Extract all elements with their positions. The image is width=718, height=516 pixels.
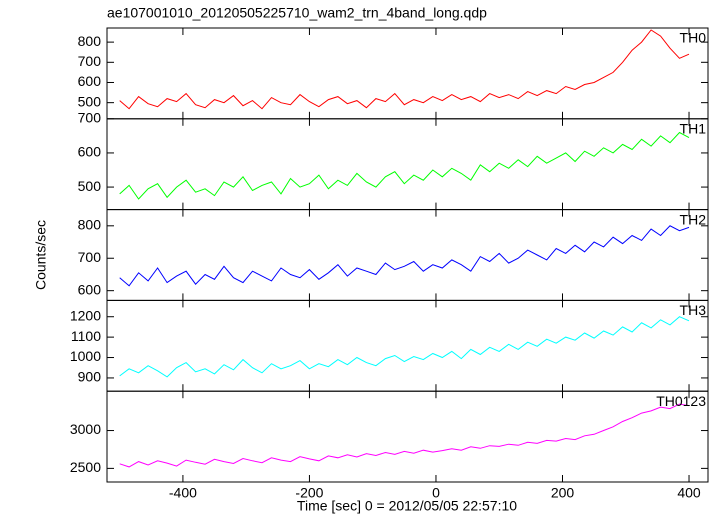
y-tick-label: 800 — [78, 33, 102, 49]
panel-frame — [106, 390, 709, 483]
light-curve — [119, 131, 690, 200]
x-tick-label: -400 — [169, 485, 197, 501]
light-curve — [119, 29, 690, 110]
x-tick-label: 200 — [551, 485, 575, 501]
light-curve — [119, 403, 690, 468]
series-label: TH3 — [680, 302, 707, 318]
chart-title: ae107001010_20120505225710_wam2_trn_4ban… — [107, 5, 487, 21]
x-tick-label: 0 — [432, 485, 440, 501]
y-tick-label: 700 — [78, 53, 102, 69]
y-tick-label: 500 — [78, 178, 102, 194]
y-tick-label: 700 — [78, 249, 102, 265]
y-tick-label: 3000 — [70, 421, 101, 437]
panel-frame — [106, 209, 709, 301]
y-tick-label: 600 — [78, 281, 102, 297]
y-tick-label: 2500 — [70, 459, 101, 475]
y-tick-label: 1100 — [71, 328, 101, 344]
series-label: TH2 — [680, 211, 707, 227]
series-label: TH0 — [680, 30, 707, 46]
y-tick-label: 1000 — [70, 348, 101, 364]
x-tick-label: 400 — [677, 485, 701, 501]
panel-frame — [106, 299, 709, 392]
y-tick-label: 700 — [78, 110, 102, 126]
series-label: TH0123 — [656, 393, 706, 409]
y-tick-label: 500 — [78, 93, 102, 109]
y-tick-label: 600 — [78, 144, 102, 160]
series-label: TH1 — [680, 121, 707, 137]
panel-frame — [106, 118, 709, 211]
light-curve — [119, 225, 690, 287]
y-tick-label: 1200 — [70, 307, 101, 323]
x-axis-label: Time [sec] 0 = 2012/05/05 22:57:10 — [297, 498, 517, 514]
y-axis-label: Counts/sec — [33, 220, 49, 290]
x-tick-label: -200 — [295, 485, 323, 501]
y-tick-label: 900 — [78, 369, 102, 385]
light-curve — [119, 316, 690, 378]
y-tick-label: 600 — [78, 73, 102, 89]
y-tick-label: 800 — [78, 217, 102, 233]
